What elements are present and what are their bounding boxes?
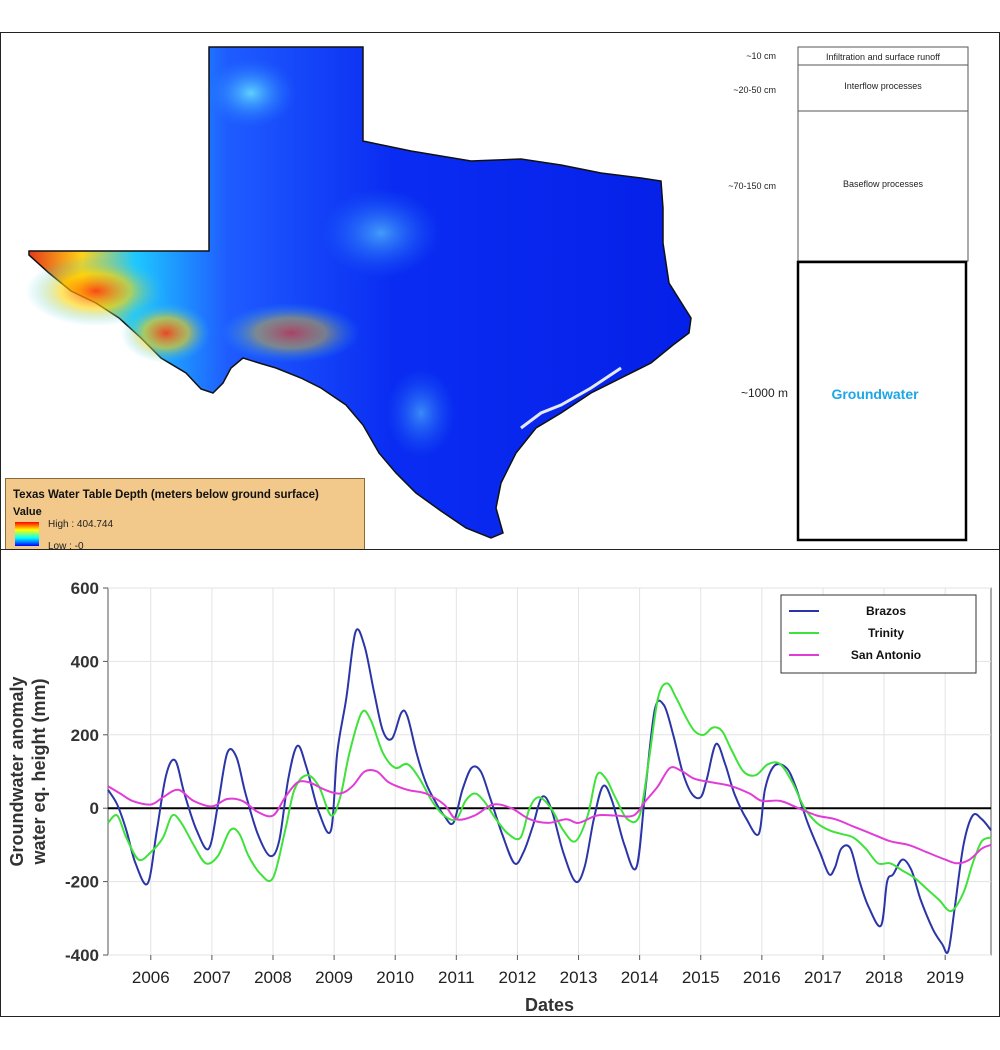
x-tick-label-4: 2010 [376,968,414,987]
map-legend-high: High : 404.744 [48,519,114,530]
top-panel: Texas Water Table Depth (meters below gr… [0,32,1000,578]
y-tick-label-2: 0 [90,799,99,818]
legend-label-trinity: Trinity [868,626,904,640]
panhandle-shade [206,58,296,128]
x-tick-label-1: 2007 [193,968,231,987]
layer-label-groundwater: Groundwater [831,386,919,402]
texas-map [26,46,692,539]
soil-profile-diagram: ~10 cm Infiltration and surface runoff ~… [728,46,969,542]
y-tick-label-4: 400 [71,652,99,671]
y-tick-labels: -400 -200 0 200 400 600 [65,579,108,965]
x-tick-label-12: 2018 [865,968,903,987]
y-tick-label-1: -200 [65,873,99,892]
hotspot-west [26,256,166,326]
x-tick-label-6: 2012 [499,968,537,987]
series-line-brazos [107,628,992,954]
y-tick-label-5: 600 [71,579,99,598]
central-shade [321,188,441,278]
series-line-san-antonio [107,766,992,865]
x-tick-label-11: 2017 [804,968,842,987]
layer-label-1: Infiltration and surface runoff [826,52,940,62]
x-tick-label-13: 2019 [926,968,964,987]
map-legend-title: Texas Water Table Depth (meters below gr… [13,489,319,501]
layer-label-2: Interflow processes [844,81,922,91]
legend-label-san-antonio: San Antonio [851,648,921,662]
x-tick-label-3: 2009 [315,968,353,987]
south-shade [386,368,456,458]
y-tick-label-3: 200 [71,726,99,745]
series-line-trinity [107,682,992,913]
layer-box-groundwater [796,260,968,542]
layer-label-3: Baseflow processes [843,179,924,189]
y-axis-title-line-2: water eq. height (mm) [29,678,49,865]
x-tick-label-9: 2015 [682,968,720,987]
map-legend-low: Low : -0 [48,541,84,552]
coastline-bays [520,366,622,430]
map-legend-color-ramp [15,522,39,546]
x-tick-label-5: 2011 [438,968,475,987]
series-group [107,628,992,954]
x-tick-label-0: 2006 [132,968,170,987]
x-tick-label-2: 2008 [254,968,292,987]
x-tick-label-8: 2014 [621,968,659,987]
hotspot-bigbend [121,303,211,363]
x-tick-labels: 2006 2007 2008 2009 2010 2011 2012 2013 2014 2015… [132,955,964,987]
layer-depth-3: ~70-150 cm [728,181,776,191]
layer-depth-1: ~10 cm [746,51,776,61]
layer-depth-4: ~1000 m [741,386,788,400]
map-legend-value-label: Value [13,506,42,518]
bottom-panel: -400 -200 0 200 400 600 2006 2007 2008 2009 2010 2… [0,549,1000,1017]
x-axis-title: Dates [525,995,574,1015]
chart-legend: Brazos Trinity San Antonio [780,594,977,674]
legend-label-brazos: Brazos [866,604,906,618]
x-tick-label-7: 2013 [560,968,598,987]
y-axis-title-line-1: Groundwater anomaly [7,676,27,866]
layer-depth-2: ~20-50 cm [733,85,776,95]
y-tick-label-0: -400 [65,946,99,965]
hotspot-central [221,303,361,363]
x-tick-label-10: 2016 [743,968,781,987]
